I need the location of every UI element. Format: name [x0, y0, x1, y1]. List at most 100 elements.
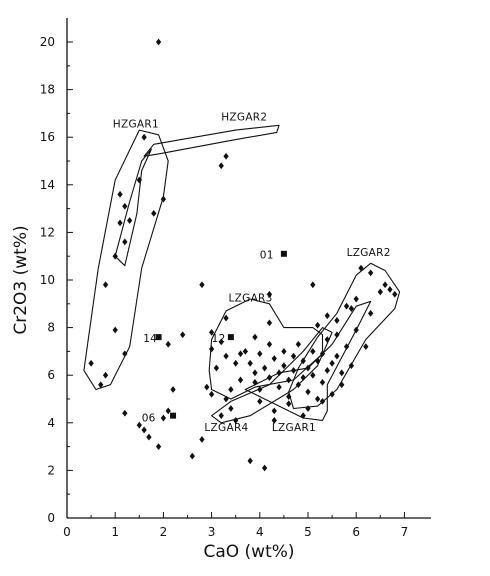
- annotation-label: LZGAR2: [347, 247, 391, 259]
- outline-hzgar1: [83, 129, 169, 391]
- data-point: [271, 417, 277, 424]
- data-point: [343, 302, 350, 310]
- data-point: [382, 281, 388, 289]
- data-point: [112, 252, 118, 260]
- data-point: [266, 340, 273, 348]
- data-point: [117, 190, 123, 198]
- y-axis-title: Cr2O3 (wt%): [11, 225, 31, 334]
- y-tick-label: 14: [40, 178, 55, 192]
- data-point: [247, 359, 253, 367]
- y-tick-label: 4: [47, 416, 55, 430]
- data-point: [266, 290, 273, 298]
- data-point: [122, 202, 128, 210]
- data-point: [228, 386, 234, 393]
- data-point: [122, 350, 128, 358]
- x-tick-label: 4: [256, 525, 264, 539]
- data-point: [208, 345, 215, 353]
- x-tick-label: 0: [63, 525, 71, 539]
- data-point: [295, 340, 302, 348]
- data-point: [88, 359, 94, 367]
- data-point: [305, 405, 311, 412]
- data-point: [218, 412, 224, 420]
- data-point: [208, 390, 215, 398]
- data-point: [261, 464, 268, 472]
- data-point: [276, 369, 282, 377]
- data-point: [358, 264, 364, 272]
- data-point: [180, 331, 186, 339]
- data-point: [136, 176, 142, 184]
- y-tick-label: 8: [47, 321, 55, 335]
- annotation-label: HZGAR2: [221, 112, 267, 124]
- data-point: [329, 390, 335, 398]
- x-axis-title: CaO (wt%): [203, 542, 294, 562]
- data-point: [300, 357, 306, 365]
- data-point: [136, 421, 142, 429]
- data-point: [102, 281, 109, 289]
- y-tick-label: 12: [40, 225, 55, 239]
- data-point: [305, 364, 311, 372]
- data-point: [160, 195, 167, 203]
- x-tick-label: 5: [304, 525, 312, 539]
- data-point: [218, 162, 224, 170]
- data-point: [204, 383, 210, 391]
- y-tick-label: 2: [47, 463, 55, 477]
- data-point: [348, 362, 355, 370]
- data-point: [334, 331, 340, 339]
- annotation-label: HZGAR1: [113, 119, 159, 131]
- data-point: [343, 343, 350, 351]
- annotations: HZGAR1 HZGAR2 01 LZGAR2 LZGAR3 14 12 06 LZGAR4 LZ…: [113, 112, 391, 435]
- annotation-label: 14: [143, 333, 157, 345]
- data-point: [310, 348, 316, 355]
- data-point: [155, 443, 162, 450]
- data-point: [300, 374, 306, 381]
- data-point: [353, 326, 359, 334]
- x-tick-label: 1: [111, 525, 119, 539]
- data-point: [286, 376, 292, 384]
- annotation-label: 01: [260, 250, 274, 262]
- data-point: [165, 340, 171, 348]
- y-tick-label: 10: [40, 273, 55, 287]
- data-point-square: [280, 250, 287, 257]
- annotation-label: LZGAR1: [272, 422, 316, 434]
- data-point: [223, 395, 229, 403]
- y-tick-label: 18: [40, 83, 55, 97]
- data-point: [377, 288, 383, 296]
- data-point: [305, 388, 311, 396]
- data-point-square: [155, 334, 162, 341]
- data-point: [319, 378, 326, 386]
- data-point: [368, 269, 374, 277]
- data-point: [189, 452, 195, 460]
- data-point: [146, 433, 152, 441]
- data-point-square: [170, 412, 177, 419]
- data-point: [199, 436, 205, 443]
- y-tick-label: 6: [47, 368, 55, 382]
- data-point: [363, 343, 369, 351]
- data-point: [170, 386, 176, 393]
- data-point: [310, 371, 316, 379]
- data-point: [257, 350, 263, 358]
- data-point: [213, 364, 220, 372]
- data-point: [122, 238, 128, 246]
- outline-hzgar2: [143, 124, 280, 157]
- data-point: [392, 290, 398, 298]
- data-point: [112, 326, 118, 334]
- x-tick-label: 3: [208, 525, 216, 539]
- data-point-square: [227, 334, 234, 341]
- data-point: [257, 386, 263, 393]
- data-point: [160, 414, 167, 422]
- outline-hzgar1-inner: [114, 148, 152, 267]
- data-point: [324, 367, 330, 374]
- data-point: [286, 400, 292, 408]
- y-tick-label: 16: [40, 130, 55, 144]
- data-point: [155, 38, 162, 46]
- data-point: [314, 321, 321, 329]
- data-point: [252, 378, 258, 386]
- data-point: [281, 348, 287, 355]
- data-point: [334, 317, 340, 324]
- outline-lzgar3: [208, 298, 324, 400]
- data-point: [281, 362, 287, 370]
- annotation-label: LZGAR4: [204, 422, 248, 434]
- data-point: [208, 328, 215, 336]
- data-point: [122, 409, 128, 417]
